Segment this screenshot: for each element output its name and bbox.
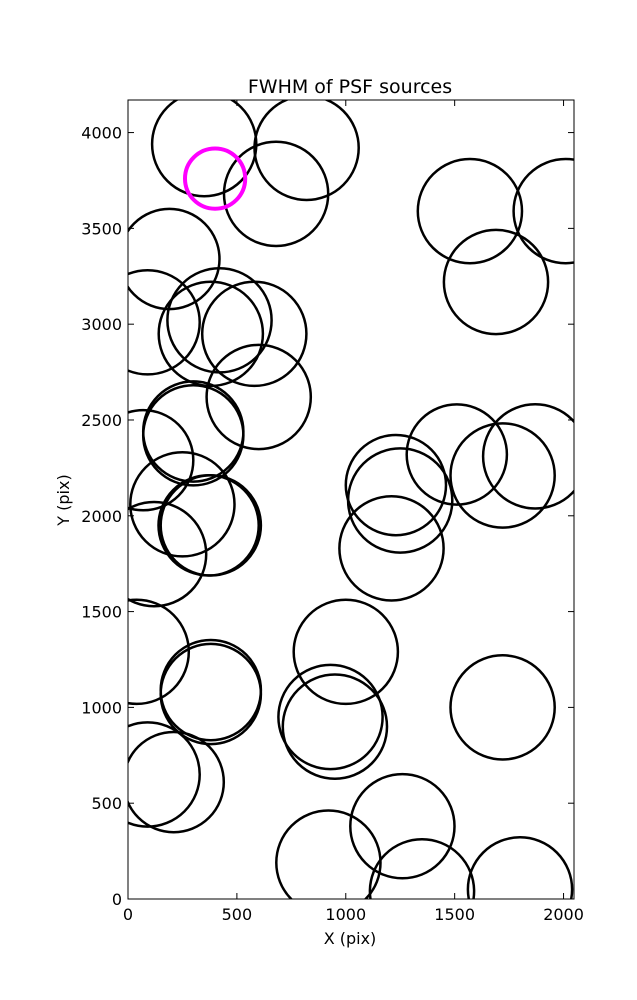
x-tick-label-500: 500 [222, 905, 253, 924]
source-marker-21 [292, 598, 400, 706]
y-tick-label-500: 500 [91, 794, 122, 813]
chart-title: FWHM of PSF sources [248, 76, 452, 98]
source-marker-1 [253, 100, 360, 202]
source-marker-2 [222, 140, 330, 248]
y-tick-label-3500: 3500 [81, 219, 122, 238]
y-tick-label-3000: 3000 [81, 315, 122, 334]
source-marker-36 [368, 837, 476, 899]
source-marker-23 [281, 673, 389, 780]
y-axis-label: Y (pix) [54, 474, 73, 526]
markers-layer [128, 100, 574, 899]
y-tick-label-4000: 4000 [81, 124, 122, 143]
source-marker-6 [157, 280, 265, 388]
x-axis-label: X (pix) [324, 929, 377, 948]
y-axis: 0 500 1000 1500 2000 2500 3000 3500 4000 [81, 124, 574, 909]
source-marker-33 [449, 654, 556, 761]
y-tick-label-2000: 2000 [81, 507, 122, 526]
source-marker-26 [442, 228, 550, 336]
source-marker-12 [129, 450, 236, 558]
source-marker-16 [128, 598, 191, 706]
source-marker-8 [205, 343, 313, 451]
plot-frame [127, 99, 575, 900]
source-marker-4 [128, 268, 201, 376]
y-tick-label-0: 0 [112, 890, 122, 909]
x-tick-label-0: 0 [123, 905, 133, 924]
source-marker-25 [512, 157, 574, 265]
source-marker-29 [405, 403, 509, 506]
source-marker-0 [150, 100, 258, 198]
x-tick-label-1500: 1500 [434, 905, 475, 924]
x-tick-label-1000: 1000 [325, 905, 366, 924]
source-marker-18 [159, 642, 263, 746]
source-marker-24 [416, 157, 524, 265]
source-marker-37 [466, 836, 574, 899]
source-marker-35 [275, 809, 382, 899]
source-marker-3 [128, 207, 221, 311]
y-tick-label-1500: 1500 [81, 603, 122, 622]
source-marker-15 [128, 500, 208, 608]
source-marker-22 [277, 663, 384, 771]
source-marker-14 [157, 474, 260, 577]
source-marker-10 [141, 383, 245, 487]
source-marker-32 [338, 495, 445, 602]
source-marker-19 [128, 721, 201, 828]
source-marker-31 [449, 422, 556, 529]
y-tick-label-1000: 1000 [81, 698, 122, 717]
source-marker-27 [344, 433, 448, 537]
source-marker-17 [159, 638, 263, 742]
y-tick-label-2500: 2500 [81, 411, 122, 430]
source-marker-5 [166, 266, 273, 374]
source-marker-28 [346, 447, 454, 554]
x-axis: 0 500 1000 1500 2000 [123, 100, 584, 924]
highlight-source-marker-0 [183, 146, 248, 211]
source-marker-30 [481, 403, 574, 510]
x-tick-label-2000: 2000 [543, 905, 584, 924]
source-marker-7 [200, 280, 308, 388]
source-marker-34 [349, 772, 456, 880]
source-marker-20 [128, 730, 226, 834]
source-marker-11 [128, 408, 195, 512]
